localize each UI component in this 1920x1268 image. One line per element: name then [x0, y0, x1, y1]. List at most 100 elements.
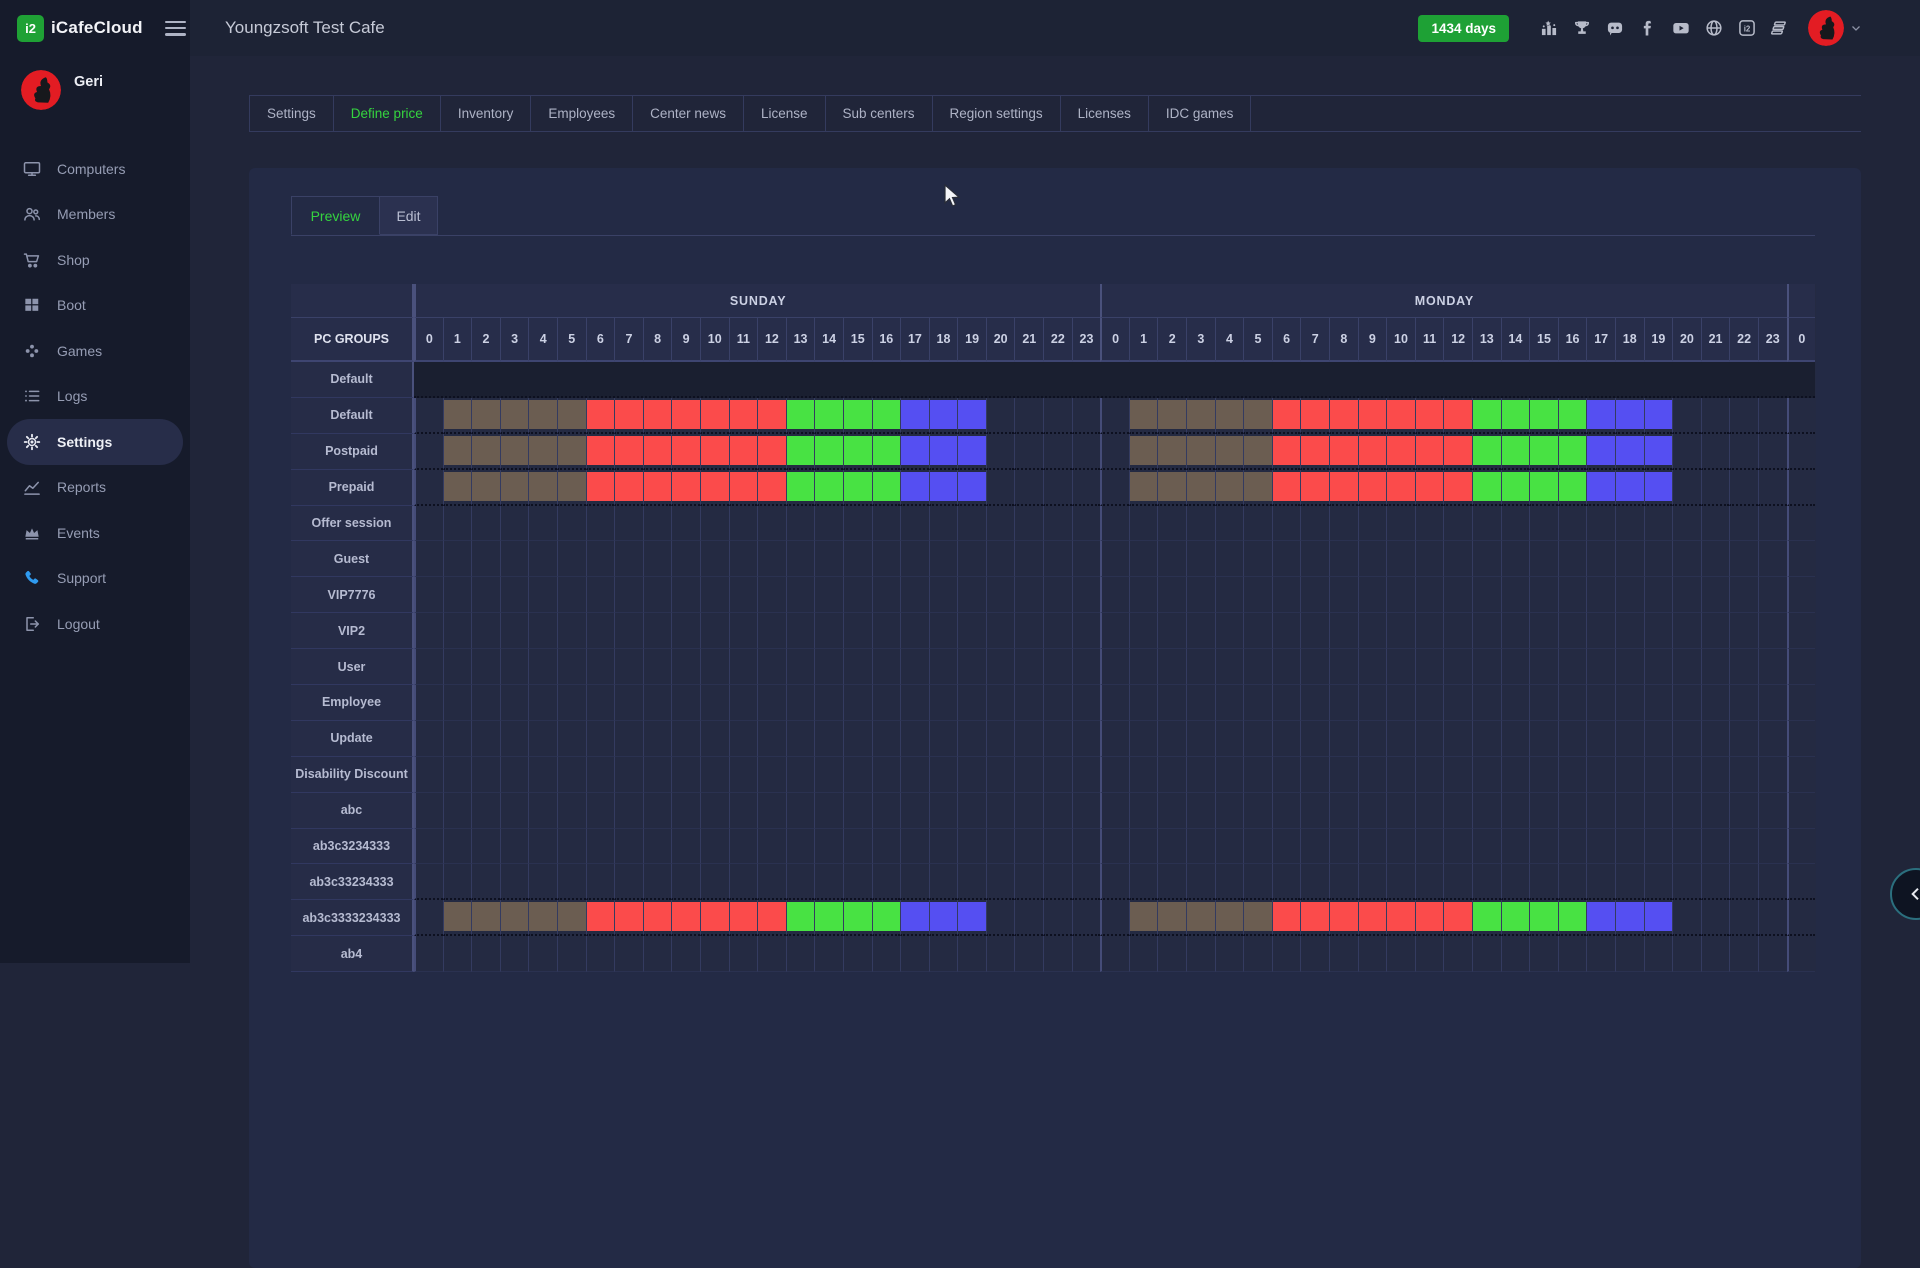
ranking-icon[interactable]: [1539, 18, 1559, 38]
sidebar-item-logs[interactable]: Logs: [0, 374, 190, 420]
price-cell: [900, 757, 929, 793]
facebook-icon[interactable]: [1638, 18, 1658, 38]
price-cell: [1186, 398, 1215, 434]
sidebar-item-reports[interactable]: Reports: [0, 465, 190, 511]
tab-preview[interactable]: Preview: [291, 196, 380, 235]
price-cell: [1072, 541, 1101, 577]
price-cell: [872, 541, 901, 577]
icafecloud-icon[interactable]: i2: [1737, 18, 1757, 38]
tab-edit[interactable]: Edit: [380, 196, 438, 235]
price-cell: [1100, 649, 1129, 685]
price-cell: [1787, 398, 1816, 434]
tab-licenses[interactable]: Licenses: [1061, 96, 1149, 131]
price-cell: [1529, 793, 1558, 829]
sidebar-item-settings[interactable]: Settings: [7, 419, 183, 465]
price-cell: [1300, 649, 1329, 685]
price-cell: [471, 506, 500, 542]
tab-settings[interactable]: Settings: [249, 96, 334, 131]
price-cell: [671, 757, 700, 793]
tab-sub-centers[interactable]: Sub centers: [826, 96, 933, 131]
price-cell: [500, 506, 529, 542]
tab-define-price[interactable]: Define price: [334, 96, 441, 131]
row-label: Offer session: [291, 506, 414, 542]
price-cell: [1243, 900, 1272, 936]
sidebar-item-games[interactable]: Games: [0, 328, 190, 374]
tab-inventory[interactable]: Inventory: [441, 96, 532, 131]
sidebar-item-support[interactable]: Support: [0, 556, 190, 602]
price-cell: [557, 398, 586, 434]
price-cell: [1558, 506, 1587, 542]
sidebar-item-members[interactable]: Members: [0, 192, 190, 238]
price-cell: [1472, 936, 1501, 972]
price-cell: [1072, 434, 1101, 470]
price-cell: [614, 864, 643, 900]
price-cell: [1272, 506, 1301, 542]
price-cell: [500, 577, 529, 613]
price-cell: [729, 864, 758, 900]
price-cell: [1529, 398, 1558, 434]
price-cell: [1501, 793, 1530, 829]
chevron-down-icon[interactable]: [1850, 22, 1862, 34]
discord-icon[interactable]: [1605, 18, 1625, 38]
brand-logo[interactable]: i2 iCafeCloud: [0, 0, 190, 56]
price-cell: [1329, 434, 1358, 470]
price-cell: [557, 506, 586, 542]
price-cell: [986, 936, 1015, 972]
price-cell: [1787, 864, 1816, 900]
price-cell: [1472, 757, 1501, 793]
sidebar-item-events[interactable]: Events: [0, 510, 190, 556]
price-cell: [1472, 470, 1501, 506]
price-cell: [1529, 649, 1558, 685]
price-cell: [443, 649, 472, 685]
price-cell: [1100, 506, 1129, 542]
price-cell: [414, 757, 443, 793]
price-cell: [1672, 793, 1701, 829]
price-cell: [528, 685, 557, 721]
tab-region-settings[interactable]: Region settings: [933, 96, 1061, 131]
price-cell: [1358, 793, 1387, 829]
price-cell: [1415, 613, 1444, 649]
price-cell: [1329, 864, 1358, 900]
price-cell: [957, 577, 986, 613]
price-cell: [1358, 864, 1387, 900]
price-cell: [1729, 613, 1758, 649]
price-cell: [1729, 649, 1758, 685]
price-cell: [671, 470, 700, 506]
tab-idc-games[interactable]: IDC games: [1149, 96, 1252, 131]
price-cell: [1329, 613, 1358, 649]
tab-license[interactable]: License: [744, 96, 826, 131]
price-cell: [1415, 685, 1444, 721]
price-cell: [786, 577, 815, 613]
price-cell: [1501, 864, 1530, 900]
youtube-icon[interactable]: [1671, 18, 1691, 38]
layers-icon[interactable]: [1770, 18, 1790, 38]
price-cell: [586, 398, 615, 434]
trophy-icon[interactable]: [1572, 18, 1592, 38]
price-cell: [1729, 398, 1758, 434]
sidebar-item-boot[interactable]: Boot: [0, 283, 190, 329]
sidebar-item-shop[interactable]: Shop: [0, 237, 190, 283]
price-cell: [757, 936, 786, 972]
sidebar-item-computers[interactable]: Computers: [0, 146, 190, 192]
price-cell: [586, 900, 615, 936]
price-cell: [929, 864, 958, 900]
price-cell: [1358, 721, 1387, 757]
license-days-badge[interactable]: 1434 days: [1418, 15, 1509, 42]
hamburger-menu-icon[interactable]: [165, 21, 186, 36]
define-price-card: PreviewEdit SUNDAYMONDAYPC GROUPS0123456…: [249, 168, 1861, 1268]
sidebar-item-logout[interactable]: Logout: [0, 601, 190, 647]
price-cell: [1386, 541, 1415, 577]
price-cell: [643, 506, 672, 542]
tab-center-news[interactable]: Center news: [633, 96, 744, 131]
price-cell: [1300, 577, 1329, 613]
globe-icon[interactable]: [1704, 18, 1724, 38]
price-cell: [757, 613, 786, 649]
price-cell: [528, 936, 557, 972]
tab-employees[interactable]: Employees: [531, 96, 633, 131]
price-cell: [729, 577, 758, 613]
price-cell: [872, 685, 901, 721]
price-cell: [1043, 470, 1072, 506]
sidebar-user[interactable]: Geri: [0, 56, 190, 132]
price-cell: [528, 793, 557, 829]
user-avatar[interactable]: [1808, 10, 1844, 46]
